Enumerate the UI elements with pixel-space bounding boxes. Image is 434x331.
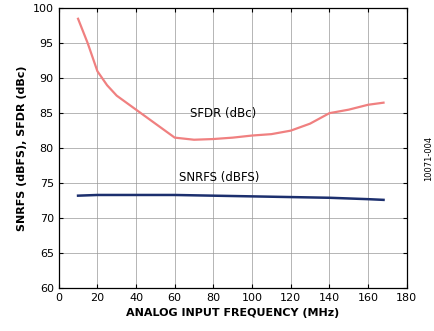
- Text: SFDR (dBc): SFDR (dBc): [190, 107, 256, 120]
- Text: SNRFS (dBFS): SNRFS (dBFS): [178, 171, 258, 184]
- Y-axis label: SNRFS (dBFS), SFDR (dBc): SNRFS (dBFS), SFDR (dBc): [17, 66, 27, 231]
- Text: 10071-004: 10071-004: [423, 136, 432, 181]
- X-axis label: ANALOG INPUT FREQUENCY (MHz): ANALOG INPUT FREQUENCY (MHz): [126, 308, 339, 318]
